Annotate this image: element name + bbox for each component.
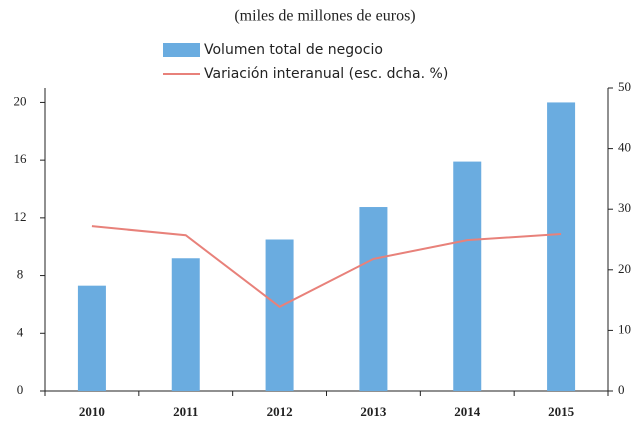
bar bbox=[265, 239, 294, 391]
y-tick-label: 16 bbox=[14, 151, 28, 166]
bar bbox=[359, 207, 388, 391]
y2-tick-label: 50 bbox=[618, 79, 631, 94]
y-tick-label: 4 bbox=[17, 324, 24, 339]
x-tick-label: 2013 bbox=[360, 404, 387, 419]
x-tick-label: 2010 bbox=[79, 404, 105, 419]
x-tick-label: 2015 bbox=[548, 404, 575, 419]
y2-tick-label: 40 bbox=[618, 140, 631, 155]
bar bbox=[547, 102, 576, 391]
x-tick-label: 2014 bbox=[454, 404, 481, 419]
y2-tick-label: 10 bbox=[618, 321, 631, 336]
y-tick-label: 0 bbox=[17, 382, 24, 397]
x-tick-label: 2011 bbox=[173, 404, 198, 419]
y2-tick-label: 30 bbox=[618, 200, 631, 215]
x-tick-label: 2012 bbox=[267, 404, 293, 419]
bar bbox=[453, 161, 482, 391]
bar bbox=[77, 285, 106, 391]
y-tick-label: 20 bbox=[14, 93, 27, 108]
y2-tick-label: 20 bbox=[618, 261, 631, 276]
y-tick-label: 8 bbox=[17, 267, 24, 282]
legend-label: Volumen total de negocio bbox=[204, 42, 383, 58]
legend-swatch bbox=[163, 43, 200, 57]
chart-subtitle: (miles de millones de euros) bbox=[234, 8, 415, 25]
y2-tick-label: 0 bbox=[618, 382, 625, 397]
legend-label: Variación interanual (esc. dcha. %) bbox=[204, 66, 448, 82]
line bbox=[91, 225, 562, 308]
y-tick-label: 12 bbox=[14, 209, 27, 224]
bar bbox=[171, 258, 200, 391]
